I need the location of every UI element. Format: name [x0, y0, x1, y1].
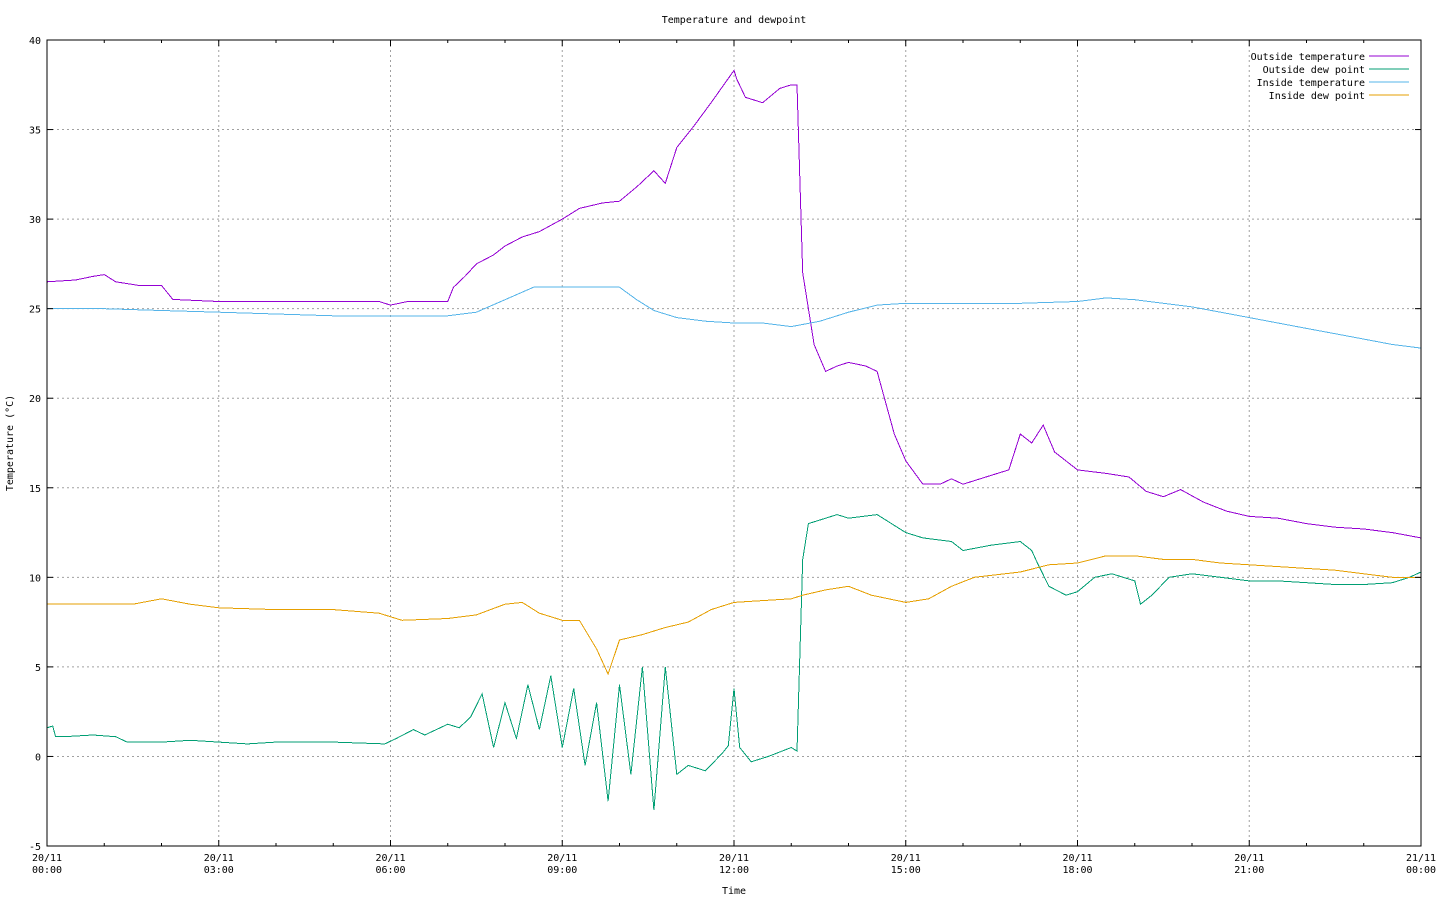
x-tick-label-date: 20/11: [891, 853, 921, 864]
x-tick-label-time: 00:00: [1406, 865, 1436, 876]
x-tick-label-time: 06:00: [375, 865, 405, 876]
legend-label: Outside dew point: [1263, 65, 1365, 76]
x-tick-label-time: 00:00: [32, 865, 62, 876]
x-tick-label-date: 20/11: [719, 853, 749, 864]
y-tick-label: 30: [29, 215, 41, 226]
y-tick-label: 10: [29, 573, 41, 584]
y-tick-label: 40: [29, 36, 41, 47]
x-tick-label-date: 20/11: [1234, 853, 1264, 864]
series-line-1: [46, 69, 1422, 539]
x-tick-label-time: 09:00: [547, 865, 577, 876]
y-tick-label: -5: [29, 842, 41, 853]
chart-title: Temperature and dewpoint: [662, 15, 807, 26]
x-tick-label-time: 12:00: [719, 865, 749, 876]
x-tick-label-date: 20/11: [204, 853, 234, 864]
x-axis-label: Time: [722, 886, 746, 897]
x-tick-label-time: 18:00: [1062, 865, 1092, 876]
tick-layer: -5051015202530354020/1100:0020/1103:0020…: [29, 36, 1436, 876]
x-tick-label-date: 20/11: [375, 853, 405, 864]
x-tick-label-date: 20/11: [32, 853, 62, 864]
y-tick-label: 20: [29, 394, 41, 405]
y-axis-label: Temperature (°C): [5, 395, 16, 491]
y-tick-label: 35: [29, 126, 41, 137]
legend-label: Inside temperature: [1257, 78, 1365, 89]
x-tick-label-date: 20/11: [547, 853, 577, 864]
series-line-2: [46, 514, 1422, 811]
grid-layer: [47, 40, 1421, 846]
y-tick-label: 15: [29, 484, 41, 495]
x-tick-label-time: 15:00: [891, 865, 921, 876]
y-tick-label: 0: [35, 752, 41, 763]
series-layer: [46, 69, 1422, 811]
legend: Outside temperature Outside dew point Insi…: [1251, 52, 1409, 102]
series-line-3: [47, 286, 1422, 349]
y-tick-label: 25: [29, 305, 41, 316]
legend-label: Outside temperature: [1251, 52, 1365, 63]
series-line-4: [47, 555, 1421, 676]
x-tick-label-time: 21:00: [1234, 865, 1264, 876]
x-tick-label-time: 03:00: [204, 865, 234, 876]
x-tick-label-date: 21/11: [1406, 853, 1436, 864]
legend-label: Inside dew point: [1269, 91, 1365, 102]
x-tick-label-date: 20/11: [1062, 853, 1092, 864]
y-tick-label: 5: [35, 663, 41, 674]
